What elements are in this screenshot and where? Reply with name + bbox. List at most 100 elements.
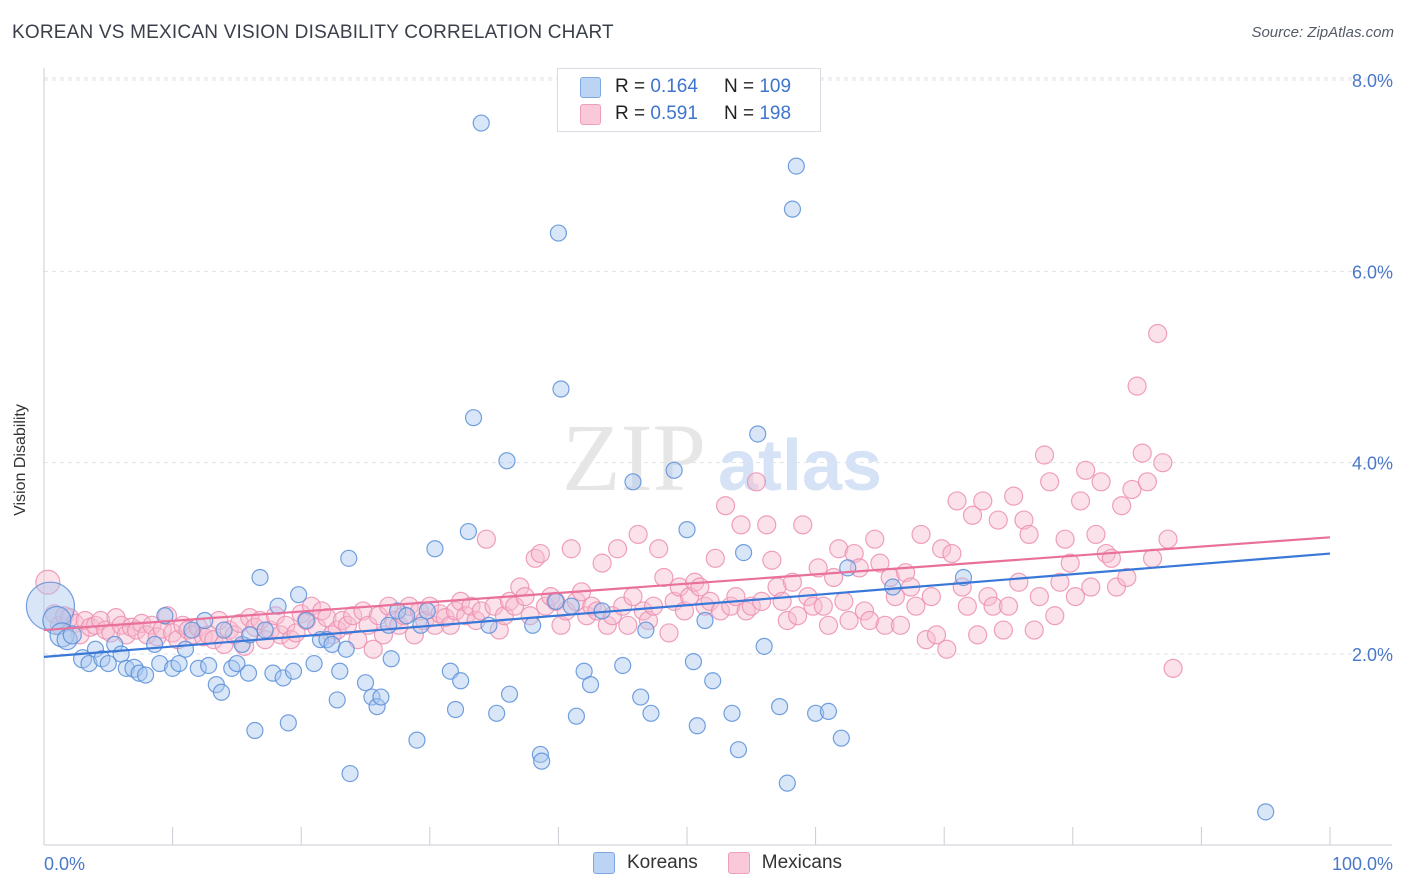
korean-point	[372, 688, 390, 706]
mexican-point	[1127, 376, 1147, 396]
mexicans-n-label: N =	[723, 103, 755, 124]
korean-point	[459, 522, 477, 541]
chart-title: KOREAN VS MEXICAN VISION DISABILITY CORR…	[12, 22, 614, 43]
korean-point	[389, 602, 407, 620]
mexican-point	[1009, 572, 1029, 592]
axes	[43, 68, 1392, 846]
korean-point	[56, 629, 78, 651]
mexican-point	[978, 586, 998, 607]
mexican-point	[471, 601, 491, 621]
mexican-point	[1132, 443, 1152, 463]
mexican-point	[1024, 620, 1044, 640]
mexican-point	[813, 596, 833, 616]
mexican-point	[839, 610, 859, 631]
legend-item-mexicans[interactable]: Mexicans	[727, 852, 842, 874]
korean-point	[500, 685, 519, 703]
korean-point	[380, 616, 398, 634]
mexican-point	[628, 524, 648, 545]
mexican-point	[1163, 658, 1183, 678]
korean-point	[408, 731, 426, 749]
korean-point	[176, 640, 195, 658]
mexican-point	[715, 496, 736, 516]
mexican-point	[829, 539, 849, 559]
mexican-point	[1142, 548, 1163, 568]
mexican-point	[561, 539, 581, 559]
mexican-point	[757, 515, 777, 535]
mexican-point	[1158, 529, 1178, 549]
mexican-point	[607, 539, 628, 559]
mexican-point	[803, 596, 823, 616]
korean-point	[1257, 803, 1275, 821]
mexican-point	[926, 625, 947, 645]
korean-point	[196, 611, 214, 630]
korean-point	[696, 611, 714, 630]
mexican-point	[461, 596, 481, 616]
mexicans-trend-line	[43, 536, 1331, 632]
mexican-point	[834, 591, 854, 611]
korean-point	[418, 602, 436, 620]
mexican-point	[649, 539, 669, 559]
stats-legend: R = 0.164 N = 109 R = 0.591 N = 198	[557, 68, 821, 132]
korean-point	[637, 621, 655, 639]
mexican-point	[445, 601, 466, 621]
korean-point	[678, 521, 696, 539]
korean-point	[356, 674, 375, 692]
korean-point	[183, 621, 201, 639]
mexican-point	[860, 610, 880, 631]
y-tick-label: 6.0%	[1352, 262, 1393, 282]
mexican-point	[947, 491, 967, 511]
korean-point	[305, 654, 323, 673]
mexican-point	[404, 625, 424, 645]
mexican-point	[973, 491, 993, 511]
mexican-point	[142, 615, 162, 635]
korean-point	[156, 607, 174, 625]
legend-row-koreans: R = 0.164 N = 109	[580, 74, 791, 100]
mexican-point	[250, 610, 270, 631]
mexican-point	[1148, 323, 1168, 344]
korean-point	[290, 586, 308, 604]
mexican-point	[1029, 586, 1049, 607]
mexican-point	[669, 577, 689, 597]
korean-point	[787, 157, 805, 175]
korean-point	[80, 654, 98, 673]
korean-point	[778, 774, 796, 792]
mexican-point	[818, 615, 839, 635]
korean-point	[274, 669, 292, 687]
mexican-point	[1122, 479, 1142, 500]
korean-point	[340, 549, 358, 567]
watermark-zip: ZIP	[562, 404, 706, 511]
mexican-point	[1137, 472, 1157, 492]
mexican-point	[209, 610, 229, 631]
korean-point	[124, 658, 144, 678]
grid-lines	[44, 77, 1392, 655]
legend-item-koreans[interactable]: Koreans	[593, 852, 698, 874]
korean-point	[145, 635, 164, 654]
korean-point	[547, 592, 565, 610]
mexican-point	[854, 601, 875, 621]
korean-point	[533, 752, 551, 770]
mexicans-r-label: R =	[615, 103, 646, 124]
mexican-point	[1040, 472, 1060, 492]
mexican-point	[276, 615, 296, 635]
koreans-trend-line	[43, 552, 1331, 658]
mexican-point	[998, 596, 1019, 616]
mexican-point	[911, 524, 931, 545]
korean-point	[723, 704, 741, 722]
mexicans-legend-swatch	[727, 852, 750, 874]
korean-point	[770, 698, 789, 716]
korean-point	[783, 200, 802, 218]
mexican-point	[962, 505, 983, 525]
legend-row-mexicans: R = 0.591 N = 198	[580, 101, 791, 127]
korean-point	[341, 764, 359, 783]
mexican-point	[968, 625, 988, 645]
korean-point	[42, 605, 72, 636]
koreans-r-label: R =	[615, 76, 646, 97]
mexican-point	[1076, 460, 1096, 480]
korean-point	[642, 704, 660, 722]
korean-point	[318, 631, 336, 649]
mexican-point	[777, 610, 797, 631]
mexican-point	[638, 610, 659, 631]
korean-point	[552, 380, 570, 398]
korean-point	[452, 672, 470, 690]
y-tick-label: 2.0%	[1352, 645, 1393, 665]
